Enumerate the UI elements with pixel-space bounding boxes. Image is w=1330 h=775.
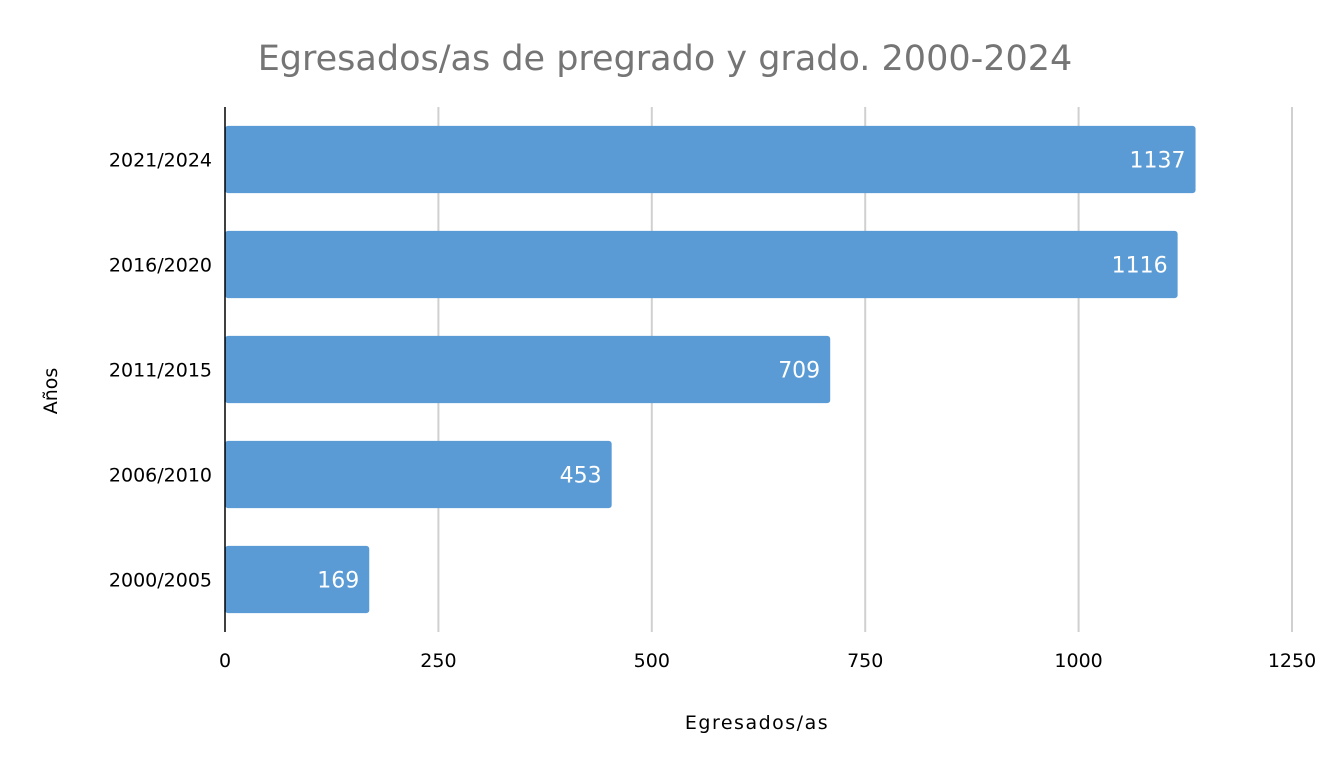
x-tick-label: 0 xyxy=(219,650,231,672)
bar xyxy=(225,125,1196,194)
bar-value-label: 453 xyxy=(560,464,602,489)
y-axis-label: Años xyxy=(40,368,62,415)
x-axis-ticks: 0 250 500 750 1000 1250 xyxy=(219,650,1316,672)
bar xyxy=(225,335,831,404)
y-tick-label: 2011/2015 xyxy=(109,360,212,382)
gridlines xyxy=(437,107,1293,632)
y-tick-label: 2021/2024 xyxy=(109,150,212,172)
bars xyxy=(225,125,1196,614)
x-tick-label: 250 xyxy=(420,650,456,672)
x-tick-label: 750 xyxy=(847,650,883,672)
x-axis-label: Egresados/as xyxy=(685,712,829,734)
bar xyxy=(225,545,370,614)
chart-title: Egresados/as de pregrado y grado. 2000-2… xyxy=(258,39,1073,79)
x-tick-label: 500 xyxy=(634,650,670,672)
bar-value-label: 1116 xyxy=(1112,254,1168,279)
bar-value-label: 709 xyxy=(778,359,820,384)
bar xyxy=(225,230,1178,299)
y-axis-ticks: 2021/2024 2016/2020 2011/2015 2006/2010 2000… xyxy=(109,150,212,592)
y-tick-label: 2016/2020 xyxy=(109,255,212,277)
bar-value-label: 169 xyxy=(317,569,359,594)
x-tick-label: 1250 xyxy=(1268,650,1316,672)
y-tick-label: 2000/2005 xyxy=(109,570,212,592)
x-tick-label: 1000 xyxy=(1054,650,1102,672)
bar-value-label: 1137 xyxy=(1130,149,1186,174)
data-labels: 1137 1116 709 453 169 xyxy=(317,149,1185,594)
y-tick-label: 2006/2010 xyxy=(109,465,212,487)
bar xyxy=(225,440,612,509)
